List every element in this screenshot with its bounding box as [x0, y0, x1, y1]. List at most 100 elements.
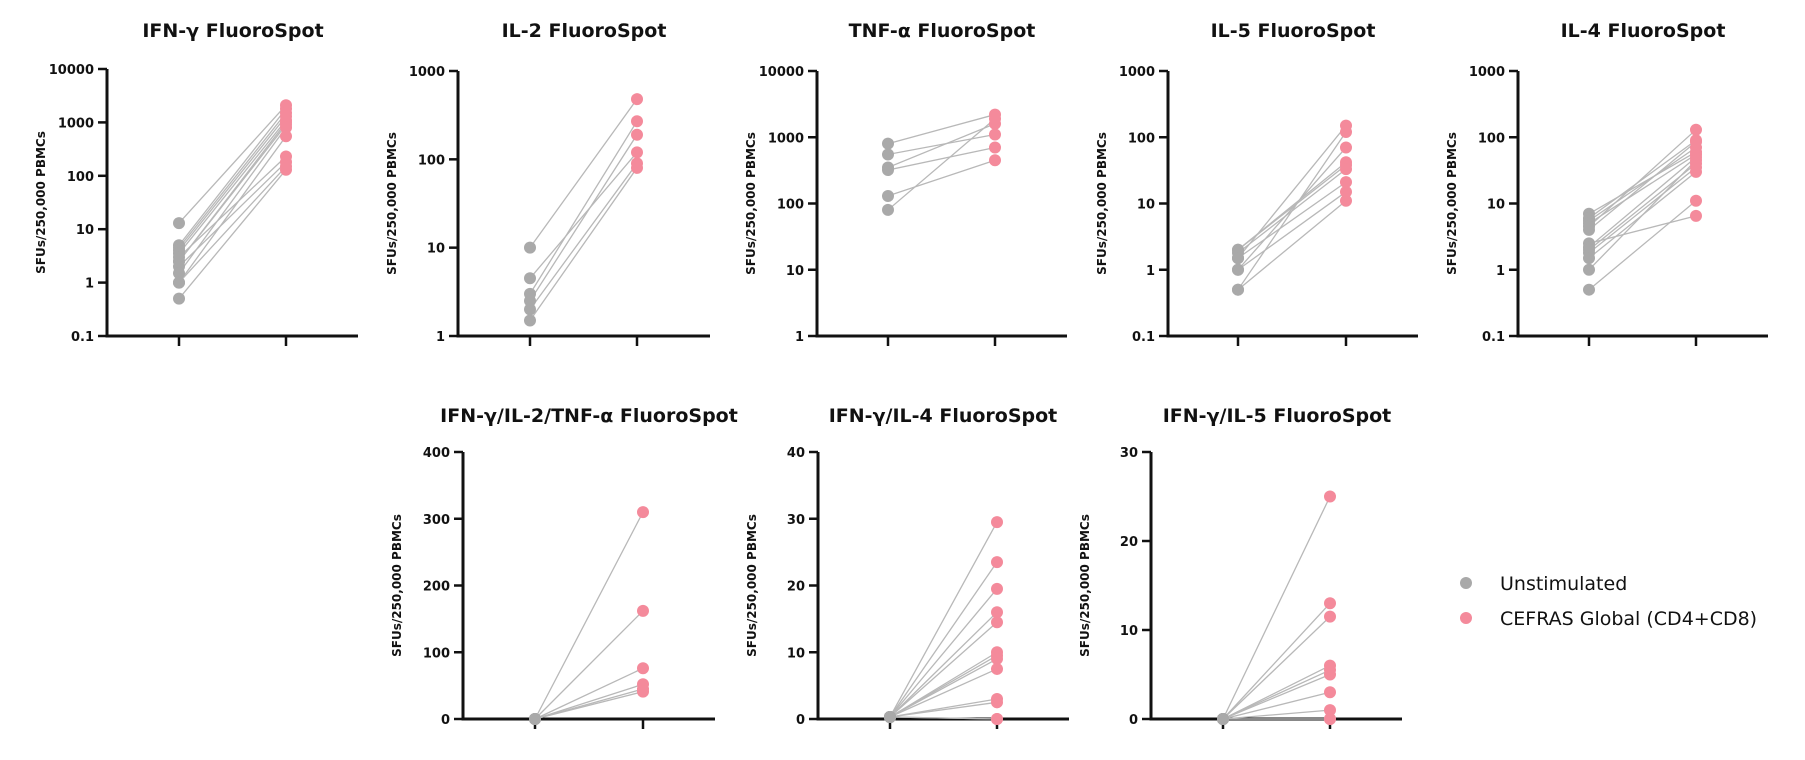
- point-cefras: [280, 130, 292, 143]
- pair-line: [1222, 691, 1331, 720]
- y-axis-label: SFUs/250,000 PBMCs: [1078, 514, 1092, 657]
- y-tick-label: 10: [786, 264, 804, 279]
- y-axis-label: SFUs/250,000 PBMCs: [385, 132, 399, 275]
- point-unstimulated: [173, 267, 185, 280]
- y-tick-label: 10: [1120, 624, 1138, 639]
- y-tick-label: 0: [1129, 713, 1138, 728]
- y-tick-label: 10000: [49, 63, 94, 78]
- pair-line: [178, 135, 287, 283]
- pair-line: [178, 169, 287, 300]
- point-cefras: [989, 128, 1001, 141]
- point-unstimulated: [1232, 283, 1244, 296]
- pair-line: [1588, 159, 1697, 271]
- pair-line: [1588, 153, 1697, 224]
- y-tick-label: 1000: [1119, 65, 1155, 80]
- panel-8: IFN-γ/IL-5 FluoroSpot SFUs/250,000 PBMCs 0…: [1078, 405, 1402, 729]
- point-cefras: [1690, 123, 1702, 136]
- point-cefras: [631, 115, 643, 128]
- pair-line: [1237, 147, 1347, 271]
- pair-line: [529, 167, 638, 321]
- pair-line: [1588, 200, 1697, 291]
- y-tick-label: 1: [436, 330, 445, 345]
- point-unstimulated: [882, 203, 894, 216]
- point-cefras: [631, 161, 643, 174]
- panel-1: IFN-γ FluoroSpot SFUs/250,000 PBMCs 0.1 1 10…: [34, 20, 358, 346]
- pair-line: [1222, 709, 1331, 720]
- point-cefras: [280, 163, 292, 176]
- point-unstimulated: [882, 164, 894, 177]
- point-cefras: [280, 121, 292, 134]
- pair-line: [887, 113, 996, 145]
- point-unstimulated: [524, 303, 536, 316]
- pair-line: [1237, 161, 1347, 251]
- y-tick-label: 40: [787, 446, 805, 461]
- point-cefras: [1324, 704, 1336, 717]
- point-cefras: [1340, 163, 1352, 176]
- chart-title: IFN-γ/IL-4 FluoroSpot: [829, 405, 1058, 427]
- chart-title: IL-2 FluoroSpot: [502, 20, 667, 42]
- y-tick-label: 20: [1120, 535, 1138, 550]
- y-tick-label: 200: [423, 580, 450, 595]
- point-unstimulated: [1583, 223, 1595, 236]
- y-tick-label: 1000: [409, 65, 445, 80]
- pair-line: [889, 701, 998, 718]
- pair-line: [178, 104, 287, 224]
- y-tick-label: 1: [1146, 264, 1155, 279]
- point-cefras: [1340, 194, 1352, 207]
- y-axis-label: SFUs/250,000 PBMCs: [744, 132, 758, 275]
- point-cefras: [1340, 185, 1352, 198]
- point-cefras: [1324, 490, 1336, 503]
- pair-line: [889, 621, 998, 718]
- legend-item-unstimulated: Unstimulated: [1460, 573, 1627, 595]
- point-cefras: [1340, 126, 1352, 139]
- point-unstimulated: [173, 217, 185, 230]
- pair-line: [1222, 496, 1331, 720]
- legend-marker-unstimulated: [1460, 577, 1472, 589]
- pair-line: [889, 521, 998, 718]
- pair-line: [887, 146, 996, 171]
- y-tick-label: 30: [1120, 446, 1138, 461]
- point-cefras: [991, 652, 1003, 665]
- point-unstimulated: [884, 710, 896, 723]
- point-unstimulated: [1583, 283, 1595, 296]
- pair-line: [534, 610, 644, 720]
- point-unstimulated: [524, 272, 536, 285]
- pair-line: [529, 162, 638, 310]
- point-cefras: [631, 146, 643, 159]
- pair-line: [1222, 665, 1331, 720]
- point-cefras: [989, 112, 1001, 125]
- pair-line: [1588, 166, 1697, 254]
- point-cefras: [1690, 135, 1702, 148]
- point-cefras: [631, 128, 643, 141]
- point-cefras: [1340, 176, 1352, 189]
- point-unstimulated: [524, 241, 536, 254]
- pair-line: [534, 691, 644, 720]
- point-cefras: [991, 556, 1003, 569]
- chart-title: IFN-γ FluoroSpot: [142, 20, 323, 42]
- point-cefras: [989, 141, 1001, 154]
- y-tick-label: 100: [1128, 131, 1155, 146]
- pair-line: [1222, 616, 1331, 720]
- y-tick-label: 100: [777, 198, 804, 213]
- point-cefras: [1690, 165, 1702, 178]
- pair-line: [887, 133, 996, 156]
- pair-line: [1237, 200, 1347, 291]
- pair-line: [1588, 151, 1697, 215]
- y-tick-label: 100: [418, 153, 445, 168]
- pair-line: [178, 108, 287, 246]
- pair-line: [178, 127, 287, 274]
- point-cefras: [1324, 610, 1336, 623]
- point-unstimulated: [173, 292, 185, 305]
- legend-marker-cefras: [1460, 612, 1472, 624]
- pair-line: [1588, 156, 1697, 248]
- panel-7: IFN-γ/IL-4 FluoroSpot SFUs/250,000 PBMCs 0…: [745, 405, 1069, 729]
- point-cefras: [991, 516, 1003, 529]
- pair-line: [1222, 673, 1331, 720]
- y-tick-label: 300: [423, 513, 450, 528]
- pair-line: [1222, 602, 1331, 720]
- y-tick-label: 0.1: [1132, 330, 1155, 345]
- y-tick-label: 20: [787, 580, 805, 595]
- pair-line: [887, 159, 996, 197]
- pair-line: [887, 118, 996, 211]
- pair-line: [1222, 669, 1331, 720]
